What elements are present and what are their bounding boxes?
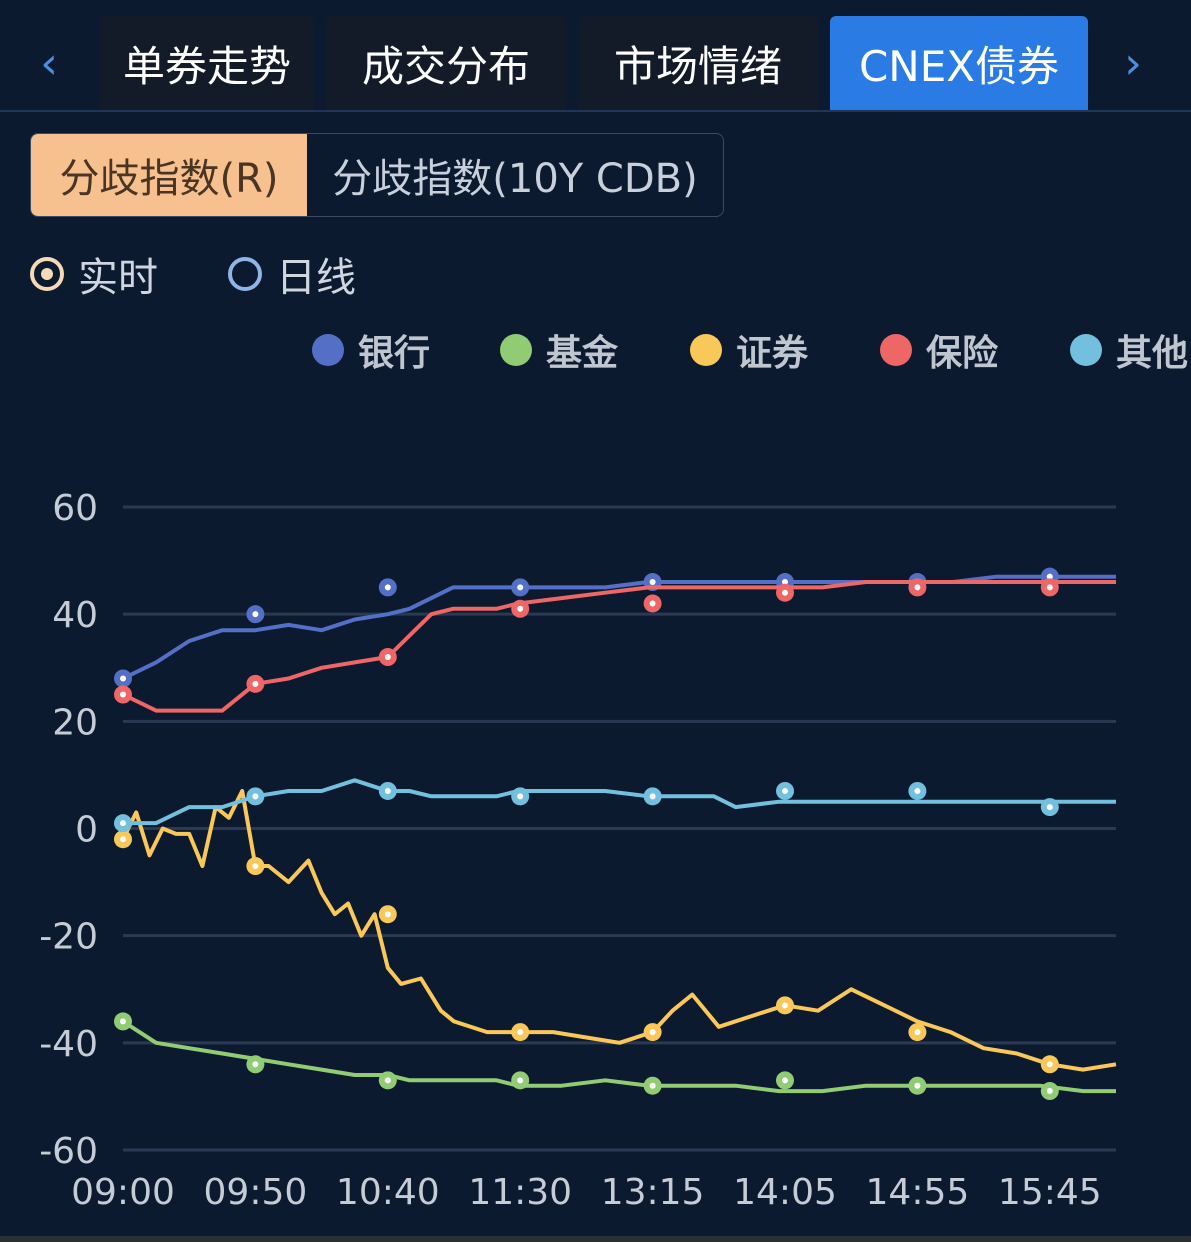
data-point-center bbox=[649, 579, 656, 586]
data-point-center bbox=[384, 787, 391, 794]
data-point-center bbox=[384, 1077, 391, 1084]
legend-item-securities[interactable]: 证券 bbox=[690, 322, 808, 378]
data-point-center bbox=[120, 820, 126, 827]
data-point-center bbox=[252, 863, 259, 870]
data-point-center bbox=[517, 605, 524, 612]
data-point-center bbox=[782, 787, 788, 794]
tab-cnex-bonds[interactable]: CNEX债券 bbox=[830, 16, 1088, 110]
series-line-other bbox=[123, 778, 1116, 826]
legend-label-fund: 基金 bbox=[546, 333, 619, 374]
y-tick-label: 60 bbox=[52, 488, 98, 529]
data-point-center bbox=[384, 911, 391, 918]
legend-swatch-icon bbox=[690, 334, 722, 366]
legend-swatch-icon bbox=[312, 334, 344, 366]
legend-label-insurance: 保险 bbox=[926, 333, 999, 374]
x-tick-label: 13:15 bbox=[601, 1172, 705, 1213]
data-point-center bbox=[252, 611, 259, 618]
data-point-center bbox=[782, 579, 788, 586]
tab-market-sentiment[interactable]: 市场情绪 bbox=[578, 16, 818, 110]
data-point-center bbox=[252, 680, 259, 687]
data-point-center bbox=[517, 793, 524, 800]
y-tick-label: 20 bbox=[52, 702, 98, 743]
data-point-center bbox=[782, 589, 788, 596]
bottom-divider bbox=[0, 1236, 1191, 1242]
data-point-center bbox=[782, 1077, 788, 1084]
tab-trade-distribution[interactable]: 成交分布 bbox=[326, 16, 566, 110]
x-tick-label: 14:55 bbox=[866, 1172, 970, 1213]
data-point-center bbox=[120, 1018, 126, 1025]
data-point-center bbox=[914, 787, 921, 794]
x-tick-label: 09:50 bbox=[204, 1172, 308, 1213]
prev-tab-arrow-icon[interactable]: ‹ bbox=[40, 37, 58, 89]
radio-daily[interactable]: 日线 bbox=[228, 246, 356, 302]
chart-legend: 银行 基金 证券 保险 其他 bbox=[0, 322, 1191, 378]
data-point-center bbox=[252, 793, 259, 800]
data-point-center bbox=[1046, 573, 1053, 580]
y-tick-label: 40 bbox=[52, 595, 98, 636]
data-point-center bbox=[649, 600, 656, 607]
data-point-center bbox=[384, 654, 391, 661]
data-point-center bbox=[252, 1061, 259, 1068]
data-point-center bbox=[517, 584, 524, 591]
x-tick-label: 14:05 bbox=[733, 1172, 837, 1213]
y-tick-label: -20 bbox=[39, 917, 98, 958]
legend-swatch-icon bbox=[880, 334, 912, 366]
legend-item-insurance[interactable]: 保险 bbox=[880, 322, 998, 378]
data-point-center bbox=[120, 675, 126, 682]
data-point-center bbox=[120, 691, 126, 698]
data-point-center bbox=[1046, 1061, 1053, 1068]
legend-item-other[interactable]: 其他 bbox=[1070, 322, 1188, 378]
data-point-center bbox=[649, 793, 656, 800]
data-point-center bbox=[914, 1029, 921, 1036]
data-point-center bbox=[914, 584, 921, 591]
tab-bar: ‹ 单券走势 成交分布 市场情绪 CNEX债券 › bbox=[0, 0, 1191, 112]
legend-swatch-icon bbox=[1070, 334, 1102, 366]
legend-label-bank: 银行 bbox=[358, 333, 431, 374]
x-tick-label: 10:40 bbox=[336, 1172, 440, 1213]
series-line-securities bbox=[121, 789, 1117, 1072]
data-point-center bbox=[1046, 584, 1053, 591]
data-point-center bbox=[649, 1029, 656, 1036]
tab-single-bond-trend[interactable]: 单券走势 bbox=[100, 16, 314, 110]
y-tick-label: -60 bbox=[39, 1131, 98, 1172]
data-point-center bbox=[517, 1077, 524, 1084]
radio-realtime[interactable]: 实时 bbox=[30, 246, 158, 302]
data-point-center bbox=[517, 1029, 524, 1036]
legend-label-securities: 证券 bbox=[736, 333, 809, 374]
legend-item-bank[interactable]: 银行 bbox=[312, 322, 430, 378]
data-point-center bbox=[649, 1082, 656, 1089]
y-tick-label: 0 bbox=[75, 810, 98, 851]
data-point-center bbox=[1046, 804, 1053, 811]
index-type-toggle: 分歧指数(R) 分歧指数(10Y CDB) bbox=[30, 133, 724, 217]
data-point-center bbox=[782, 1002, 788, 1009]
radio-checked-icon bbox=[30, 257, 64, 291]
divergence-index-10y-cdb-button[interactable]: 分歧指数(10Y CDB) bbox=[332, 156, 698, 202]
data-point-center bbox=[120, 836, 126, 843]
x-tick-label: 15:45 bbox=[998, 1172, 1102, 1213]
radio-unchecked-icon bbox=[228, 257, 262, 291]
legend-swatch-icon bbox=[500, 334, 532, 366]
data-point-center bbox=[914, 1082, 921, 1089]
data-point-center bbox=[1046, 1088, 1053, 1095]
legend-item-fund[interactable]: 基金 bbox=[500, 322, 618, 378]
x-tick-label: 11:30 bbox=[468, 1172, 572, 1213]
legend-label-other: 其他 bbox=[1116, 333, 1189, 374]
series-line-insurance bbox=[122, 580, 1116, 713]
divergence-index-r-button[interactable]: 分歧指数(R) bbox=[31, 134, 307, 216]
y-tick-label: -40 bbox=[39, 1024, 98, 1065]
radio-daily-label: 日线 bbox=[276, 255, 356, 301]
data-point-center bbox=[384, 584, 391, 591]
next-tab-arrow-icon[interactable]: › bbox=[1124, 37, 1142, 89]
radio-realtime-label: 实时 bbox=[78, 255, 158, 301]
x-tick-label: 09:00 bbox=[71, 1172, 175, 1213]
series-line-fund bbox=[121, 1019, 1116, 1094]
